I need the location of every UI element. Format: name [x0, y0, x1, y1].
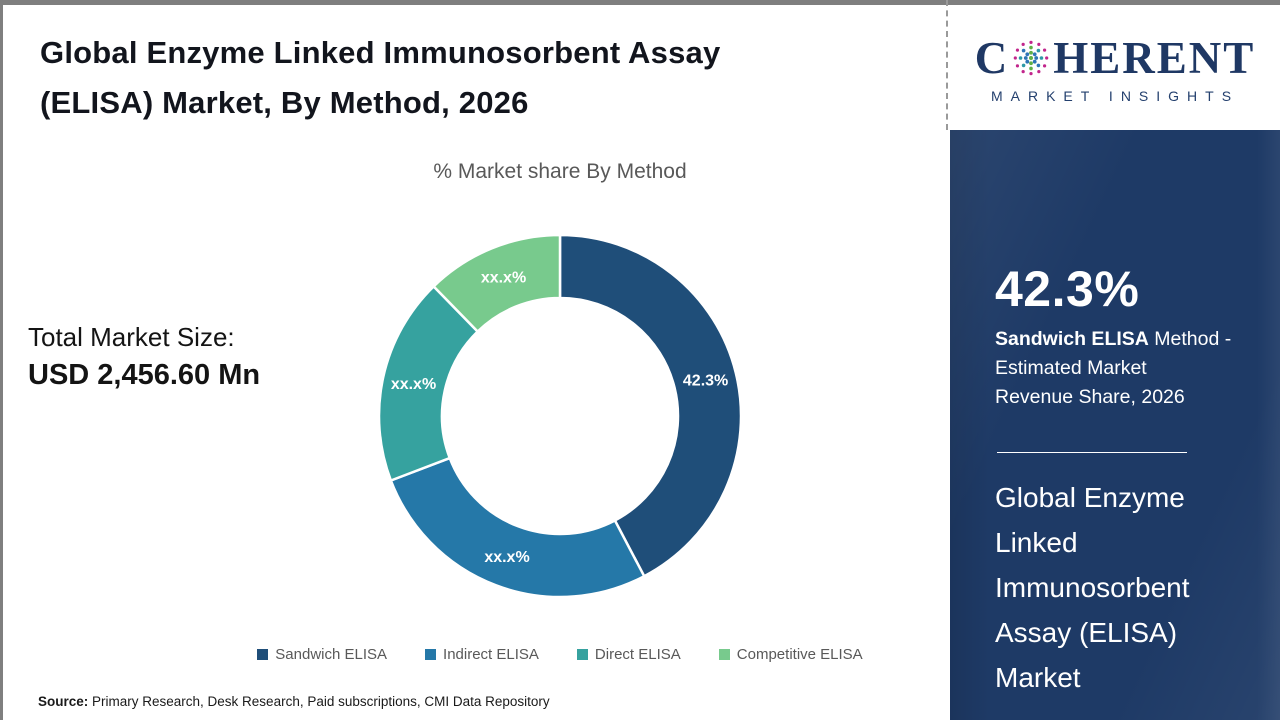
legend-item-sandwich-elisa: Sandwich ELISA — [257, 646, 387, 663]
logo-dashed-separator — [946, 0, 948, 130]
legend-label: Indirect ELISA — [443, 646, 539, 663]
donut-slice-competitive-elisa — [432, 233, 562, 333]
donut-chart: 42.3% xx.x% xx.x% xx.x% — [377, 233, 743, 599]
legend-swatch — [576, 649, 588, 660]
sidebar-market-name: Global Enzyme Linked Immunosorbent Assay… — [995, 482, 1190, 693]
total-market-size-label: Total Market Size: — [28, 322, 235, 352]
donut-slice-sandwich-elisa — [558, 233, 743, 578]
donut-slice-label: xx.x% — [391, 376, 436, 393]
donut-slice-indirect-elisa — [389, 456, 646, 599]
frame-top-border — [0, 0, 1280, 5]
sidebar-stat-method: Sandwich ELISA — [995, 328, 1149, 350]
globe-dots-icon — [1013, 40, 1049, 76]
sidebar-divider — [997, 452, 1187, 453]
donut-slice-label: 42.3% — [683, 373, 728, 390]
brand-logo: C — [950, 5, 1280, 130]
sidebar-stat-description: Sandwich ELISA Method - Estimated Market R… — [995, 325, 1275, 412]
chart-title: % Market share By Method — [433, 160, 687, 183]
brand-tagline: MARKET INSIGHTS — [990, 87, 1240, 104]
legend-swatch — [425, 649, 437, 660]
page-title: Global Enzyme Linked Immunosorbent Assay… — [40, 35, 721, 120]
source-line: Source: Primary Research, Desk Research,… — [38, 694, 550, 709]
total-market-size-block: Total Market Size: USD 2,456.60 Mn — [28, 322, 260, 392]
legend-item-direct-elisa: Direct ELISA — [576, 646, 681, 663]
legend-label: Sandwich ELISA — [275, 646, 388, 663]
sidebar-stat-desc-line2: Estimated Market — [995, 357, 1147, 379]
legend-swatch — [257, 649, 269, 660]
legend-item-indirect-elisa: Indirect ELISA — [425, 646, 539, 663]
sidebar-stat-desc-line1: Method - — [1148, 328, 1232, 350]
brand-letter-c: C — [974, 32, 1010, 83]
legend-label: Direct ELISA — [594, 646, 681, 663]
source-label: Source: — [38, 694, 89, 709]
chart-legend: Sandwich ELISA Indirect ELISA Direct ELISA… — [100, 646, 1020, 663]
source-text: Primary Research, Desk Research, Paid su… — [88, 694, 550, 709]
highlight-sidebar: 42.3% Sandwich ELISA Method - Estimated M… — [950, 130, 1280, 720]
legend-swatch — [718, 649, 730, 660]
frame-left-border — [0, 0, 3, 720]
legend-item-competitive-elisa: Competitive ELISA — [718, 646, 863, 663]
brand-wordmark: C — [974, 32, 1256, 83]
sidebar-stat-desc-line3: Revenue Share, 2026 — [995, 386, 1185, 408]
legend-label: Competitive ELISA — [736, 646, 863, 663]
donut-slice-label: xx.x% — [481, 270, 526, 287]
donut-slice-label: xx.x% — [484, 549, 529, 566]
sidebar-stat-value: 42.3% — [995, 261, 1140, 317]
total-market-size-value: USD 2,456.60 Mn — [28, 359, 261, 391]
brand-letters-rest: HERENT — [1053, 32, 1256, 83]
